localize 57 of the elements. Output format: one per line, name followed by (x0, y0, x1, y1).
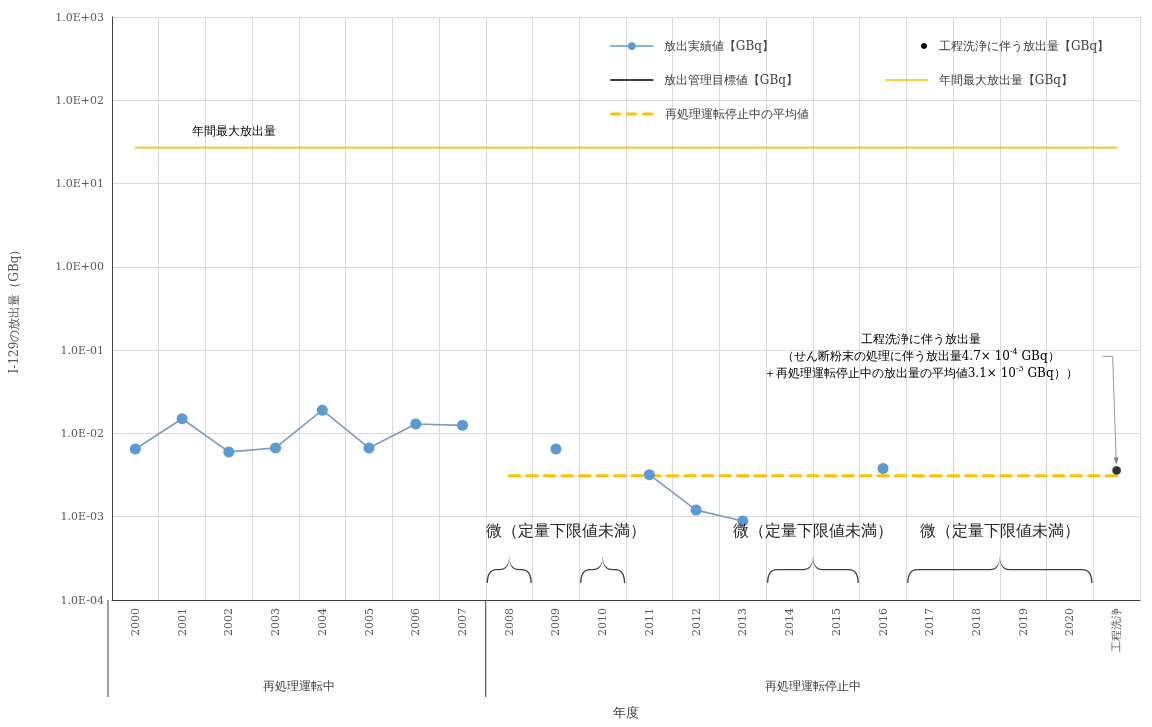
x-tick-label: 2008 (502, 608, 516, 636)
point (316, 404, 328, 416)
point (456, 419, 468, 431)
x-tick-label: 2003 (269, 608, 283, 636)
legend-label: 放出管理目標値【GBq】 (663, 73, 798, 87)
x-tick-label: 2019 (1016, 608, 1030, 636)
x-tick-label: 2017 (923, 608, 937, 636)
x-tick-label: 2007 (455, 608, 469, 636)
point (550, 443, 562, 455)
point (363, 442, 375, 454)
x-tick-label: 2012 (689, 608, 703, 636)
legend-label: 工程洗浄に伴う放出量【GBq】 (939, 39, 1110, 53)
y-axis-title: I-129の放出量（GBq） (7, 243, 21, 374)
x-tick-label: 2001 (175, 608, 189, 636)
x-tick-label: 工程洗浄 (1110, 608, 1124, 652)
y-tick-label: 1.0E-01 (60, 343, 104, 357)
point (129, 443, 141, 455)
x-tick-label: 2010 (596, 608, 610, 636)
x-tick-label: 2011 (642, 608, 656, 636)
x-tick-label: 2013 (736, 608, 750, 636)
y-tick-label: 1.0E-04 (60, 593, 104, 607)
annotation: 工程洗浄に伴う放出量 (860, 332, 981, 347)
x-tick-label: 2018 (969, 608, 983, 636)
text: 再処理運転停止中 (764, 679, 861, 693)
legend-label: 放出実績値【GBq】 (663, 39, 774, 53)
annotation: 微（定量下限値未満） (732, 520, 893, 540)
point (270, 442, 282, 454)
x-tick-label: 2000 (128, 608, 142, 636)
x-tick-label: 2020 (1063, 608, 1077, 636)
y-tick-label: 1.0E+03 (55, 10, 104, 24)
x-axis-title: 年度 (613, 705, 639, 720)
annotation: 微（定量下限値未満） (919, 520, 1080, 540)
x-tick-label: 2016 (876, 608, 890, 636)
annotation: 年間最大放出量 (192, 123, 277, 138)
point (176, 413, 188, 425)
x-tick-label: 2009 (549, 608, 563, 636)
x-tick-label: 2002 (222, 608, 236, 636)
legend-label: 再処理運転停止中の平均値 (664, 107, 809, 121)
point (1111, 465, 1122, 476)
y-tick-label: 1.0E-03 (60, 510, 104, 524)
point (410, 418, 422, 430)
annotation: 微（定量下限値未満） (485, 520, 646, 540)
text: 再処理運転中 (262, 679, 335, 693)
y-tick-label: 1.0E+00 (55, 260, 104, 274)
x-tick-label: 2005 (362, 608, 376, 636)
x-tick-label: 2014 (783, 608, 797, 636)
point (690, 504, 702, 516)
y-tick-label: 1.0E+01 (55, 177, 104, 191)
y-tick-label: 1.0E-02 (60, 426, 104, 440)
x-tick-label: 2006 (409, 608, 423, 636)
legend-label: 年間最大放出量【GBq】 (938, 73, 1073, 87)
point (643, 469, 655, 481)
point (877, 462, 889, 474)
x-tick-label: 2004 (315, 608, 329, 636)
point (223, 446, 235, 458)
y-tick-label: 1.0E+02 (55, 93, 104, 107)
x-tick-label: 2015 (829, 608, 843, 636)
